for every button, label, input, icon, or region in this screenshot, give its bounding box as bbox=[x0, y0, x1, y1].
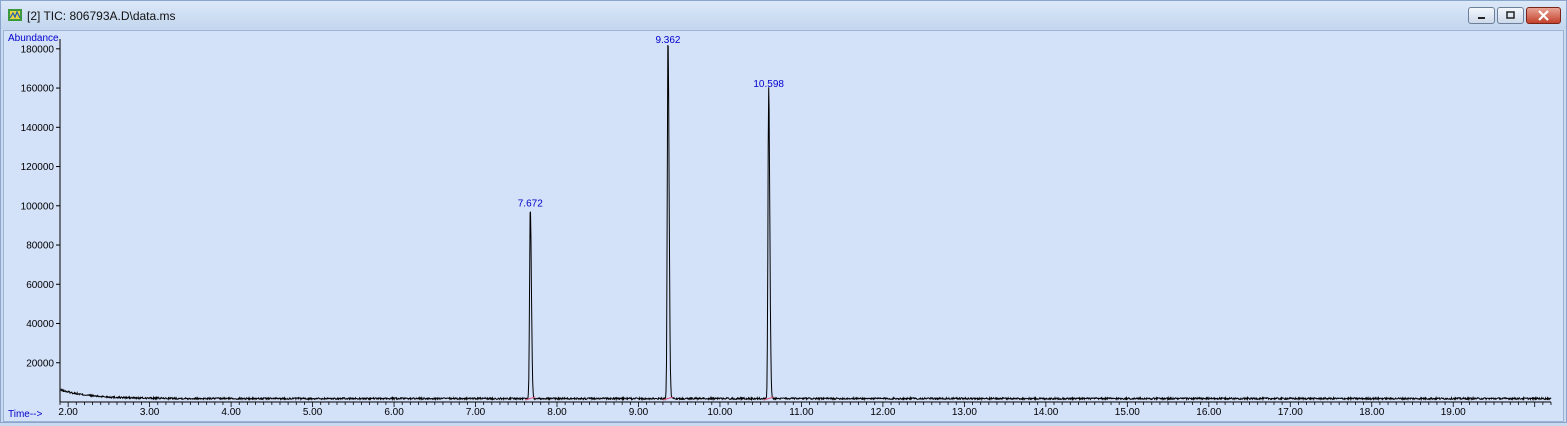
peak-baseline-marker bbox=[525, 396, 536, 401]
chromatogram-plot[interactable]: Abundance Time--> 20000 40000 60000 80000 10… bbox=[3, 30, 1564, 422]
x-tick-label: 7.00 bbox=[466, 407, 486, 418]
tic-chart: Abundance Time--> 20000 40000 60000 80000 10… bbox=[8, 33, 1552, 420]
window-title: [2] TIC: 806793A.D\data.ms bbox=[27, 9, 176, 23]
x-tick-label: 2.00 bbox=[58, 407, 78, 418]
x-tick-label: 18.00 bbox=[1359, 407, 1384, 418]
x-tick-label: 13.00 bbox=[952, 407, 977, 418]
peak-label: 10.598 bbox=[753, 79, 784, 90]
x-tick-label: 16.00 bbox=[1196, 407, 1221, 418]
x-tick-label: 6.00 bbox=[384, 407, 404, 418]
x-tick-label: 3.00 bbox=[140, 407, 160, 418]
close-icon bbox=[1538, 10, 1549, 21]
peak-baseline-marker bbox=[662, 396, 674, 401]
y-tick-label: 160000 bbox=[21, 84, 55, 95]
close-button[interactable] bbox=[1526, 7, 1561, 24]
trace-layer bbox=[59, 44, 1552, 402]
y-tick-label: 100000 bbox=[21, 201, 55, 212]
peak-baseline-marker bbox=[763, 396, 774, 401]
x-tick-label: 14.00 bbox=[1033, 407, 1058, 418]
x-tick-label: 10.00 bbox=[707, 407, 732, 418]
title-bar[interactable]: [2] TIC: 806793A.D\data.ms bbox=[1, 1, 1566, 29]
tic-trace bbox=[59, 44, 1552, 402]
y-tick-label: 20000 bbox=[26, 358, 54, 369]
axes: 20000 40000 60000 80000 100000 120000 140000 16… bbox=[21, 39, 1552, 418]
minimize-button[interactable] bbox=[1468, 7, 1495, 24]
x-tick-label: 8.00 bbox=[547, 407, 567, 418]
x-axis-label: Time--> bbox=[8, 409, 43, 420]
x-tick-label: 17.00 bbox=[1278, 407, 1303, 418]
y-tick-label: 180000 bbox=[21, 44, 55, 55]
restore-icon bbox=[1506, 11, 1515, 19]
peak-label: 7.672 bbox=[518, 199, 543, 210]
y-tick-label: 40000 bbox=[26, 319, 54, 330]
x-tick-label: 11.00 bbox=[789, 407, 814, 418]
y-tick-label: 140000 bbox=[21, 123, 55, 134]
x-tick-label: 5.00 bbox=[303, 407, 323, 418]
y-axis-label: Abundance bbox=[8, 33, 59, 44]
peak-label: 9.362 bbox=[655, 35, 680, 46]
x-tick-label: 15.00 bbox=[1115, 407, 1140, 418]
chromatogram-app-icon bbox=[8, 9, 22, 21]
minimize-icon bbox=[1478, 17, 1485, 19]
y-tick-label: 120000 bbox=[21, 162, 55, 173]
x-tick-label: 19.00 bbox=[1441, 407, 1466, 418]
y-tick-label: 80000 bbox=[26, 241, 54, 252]
maximize-button[interactable] bbox=[1497, 7, 1524, 24]
x-tick-label: 9.00 bbox=[629, 407, 649, 418]
x-tick-label: 4.00 bbox=[221, 407, 241, 418]
x-tick-label: 12.00 bbox=[870, 407, 895, 418]
y-tick-label: 60000 bbox=[26, 280, 54, 291]
peak-labels: 7.672 9.362 10.598 bbox=[518, 35, 784, 401]
